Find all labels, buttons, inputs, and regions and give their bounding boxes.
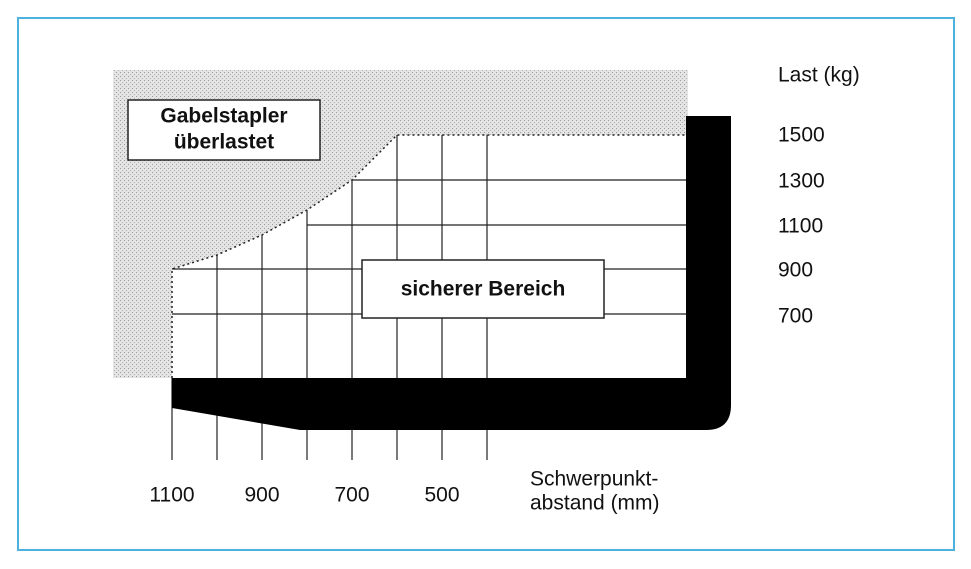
- x-axis-title: abstand (mm): [530, 492, 660, 515]
- y-label: 1100: [778, 215, 823, 238]
- y-label: 700: [778, 305, 813, 328]
- safe-text: sicherer Bereich: [401, 278, 566, 301]
- diagram: Gabelstapler überlastet sicherer Bereich…: [0, 0, 971, 569]
- y-label: 900: [778, 259, 813, 282]
- x-label: 700: [334, 484, 369, 507]
- x-label: 1100: [149, 484, 194, 507]
- x-label: 500: [424, 484, 459, 507]
- x-label: 900: [244, 484, 279, 507]
- y-label: 1500: [778, 124, 825, 147]
- overload-text: Gabelstapler: [160, 105, 287, 128]
- y-axis-title: Last (kg): [778, 64, 860, 87]
- x-axis-title: Schwerpunkt-: [530, 468, 658, 491]
- overload-text: überlastet: [174, 131, 274, 154]
- y-label: 1300: [778, 170, 825, 193]
